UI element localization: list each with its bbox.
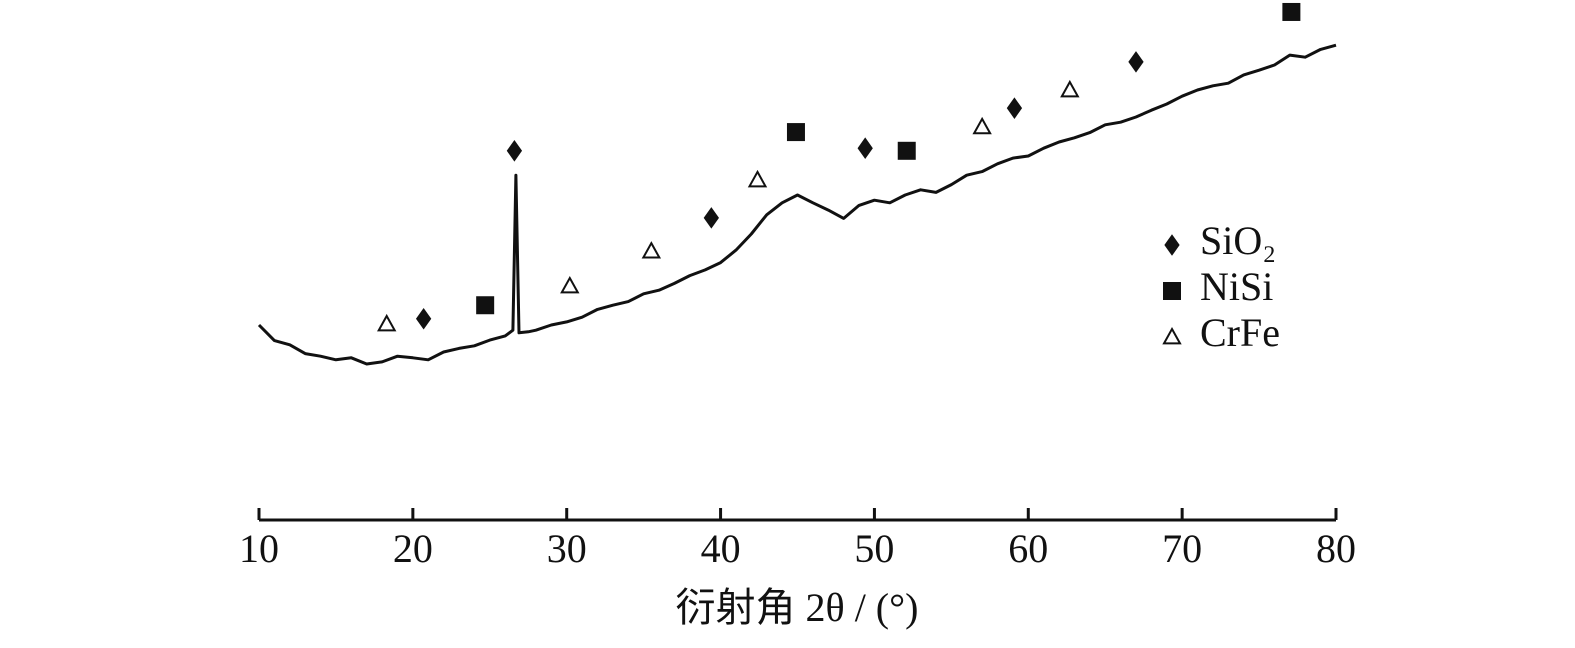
legend-symbol [1163,282,1181,300]
phase-marker [506,140,523,162]
phase-marker [857,137,873,159]
phase-marker [560,275,580,294]
phase-marker [476,296,495,315]
legend-symbol [1162,326,1182,345]
xrd-curve [257,43,1337,366]
x-tick-label: 30 [547,526,587,571]
phase-marker [703,207,719,229]
phase-marker [1282,2,1301,21]
phase-marker [897,141,916,160]
x-tick-label: 40 [701,526,741,571]
phase-marker [1060,79,1080,98]
phase-marker [377,313,397,332]
legend-label: CrFe [1200,310,1280,355]
x-tick-label: 10 [239,526,279,571]
x-tick-label: 70 [1162,526,1202,571]
phase-marker [786,123,805,142]
phase-marker [972,116,992,135]
x-tick-label: 50 [854,526,894,571]
x-tick-label: 60 [1008,526,1048,571]
x-tick-label: 80 [1316,526,1356,571]
phase-marker [1128,51,1144,73]
legend-symbol [1164,234,1180,256]
phase-marker [747,169,768,188]
x-axis-label: 衍射角 2θ / (°) [676,585,919,630]
x-tick-label: 20 [393,526,433,571]
phase-marker [415,307,432,330]
phase-marker [1006,97,1023,119]
phase-marker [641,241,662,259]
legend-label: SiO₂ [1200,218,1276,263]
legend-label: NiSi [1200,264,1273,309]
